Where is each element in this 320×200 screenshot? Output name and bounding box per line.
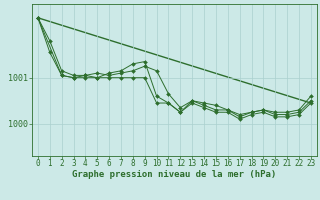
- X-axis label: Graphe pression niveau de la mer (hPa): Graphe pression niveau de la mer (hPa): [72, 170, 276, 179]
